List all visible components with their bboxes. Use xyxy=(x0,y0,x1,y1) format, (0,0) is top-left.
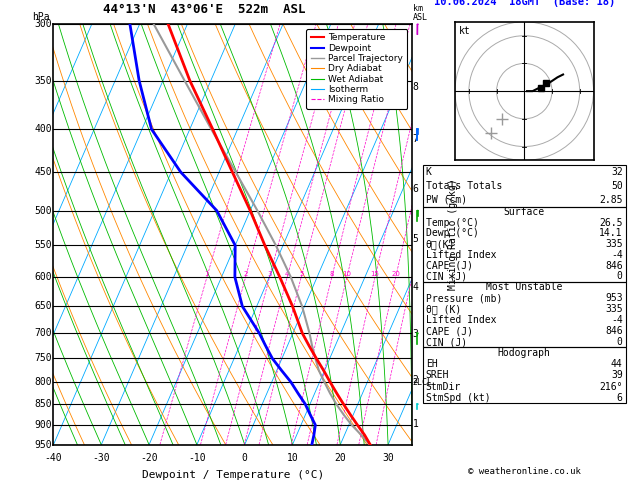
Text: 2.85: 2.85 xyxy=(599,195,623,205)
Text: 44: 44 xyxy=(611,359,623,369)
Text: StmSpd (kt): StmSpd (kt) xyxy=(426,393,491,403)
Text: -40: -40 xyxy=(45,453,62,463)
Text: 10.06.2024  18GMT  (Base: 18): 10.06.2024 18GMT (Base: 18) xyxy=(433,0,615,7)
Text: 2: 2 xyxy=(413,375,418,385)
Text: 335: 335 xyxy=(605,239,623,249)
Text: CAPE (J): CAPE (J) xyxy=(426,326,473,336)
Text: 8: 8 xyxy=(413,82,418,92)
Text: CAPE (J): CAPE (J) xyxy=(426,260,473,271)
Text: 950: 950 xyxy=(34,440,52,450)
Text: K: K xyxy=(426,167,431,177)
Text: 2: 2 xyxy=(243,271,248,277)
Text: 800: 800 xyxy=(34,377,52,387)
Text: StmDir: StmDir xyxy=(426,382,461,392)
Text: PW (cm): PW (cm) xyxy=(426,195,467,205)
Text: 6: 6 xyxy=(413,184,418,194)
Text: 10: 10 xyxy=(342,271,352,277)
Text: 4: 4 xyxy=(285,271,289,277)
Text: 26.5: 26.5 xyxy=(599,218,623,228)
Text: CIN (J): CIN (J) xyxy=(426,272,467,281)
Text: Most Unstable: Most Unstable xyxy=(486,282,562,293)
Text: 300: 300 xyxy=(34,19,52,29)
Text: 0: 0 xyxy=(617,272,623,281)
Text: -4: -4 xyxy=(611,315,623,325)
Text: 500: 500 xyxy=(34,206,52,216)
Text: 846: 846 xyxy=(605,260,623,271)
Text: 15: 15 xyxy=(370,271,379,277)
Text: Temp (°C): Temp (°C) xyxy=(426,218,479,228)
Text: Totals Totals: Totals Totals xyxy=(426,181,502,191)
Text: 32: 32 xyxy=(611,167,623,177)
Text: 6: 6 xyxy=(617,393,623,403)
Text: 39: 39 xyxy=(611,370,623,381)
Text: 650: 650 xyxy=(34,301,52,312)
Text: SREH: SREH xyxy=(426,370,449,381)
Text: 20: 20 xyxy=(391,271,400,277)
Text: 4: 4 xyxy=(413,282,418,292)
Text: -4: -4 xyxy=(611,250,623,260)
Text: 400: 400 xyxy=(34,124,52,134)
Text: 335: 335 xyxy=(605,304,623,314)
Text: -20: -20 xyxy=(140,453,158,463)
Text: 850: 850 xyxy=(34,399,52,409)
Text: θᴁ (K): θᴁ (K) xyxy=(426,304,461,314)
Text: 1: 1 xyxy=(413,419,418,430)
Text: km
ASL: km ASL xyxy=(413,4,428,22)
Text: -10: -10 xyxy=(188,453,206,463)
Text: 750: 750 xyxy=(34,353,52,364)
Text: 10: 10 xyxy=(287,453,298,463)
Text: CIN (J): CIN (J) xyxy=(426,337,467,347)
Text: Pressure (mb): Pressure (mb) xyxy=(426,293,502,303)
Text: 700: 700 xyxy=(34,329,52,338)
Text: EH: EH xyxy=(426,359,438,369)
Text: 600: 600 xyxy=(34,272,52,282)
Text: Dewp (°C): Dewp (°C) xyxy=(426,228,479,239)
Text: 1: 1 xyxy=(204,271,209,277)
Text: 7: 7 xyxy=(413,134,418,144)
Text: hPa: hPa xyxy=(32,12,50,22)
Text: Mixing Ratio (g/kg): Mixing Ratio (g/kg) xyxy=(448,179,458,290)
Text: 0: 0 xyxy=(617,337,623,347)
Text: 5: 5 xyxy=(413,234,418,244)
Text: Surface: Surface xyxy=(504,207,545,217)
Text: Dewpoint / Temperature (°C): Dewpoint / Temperature (°C) xyxy=(142,470,324,480)
Text: 20: 20 xyxy=(335,453,346,463)
Text: 3: 3 xyxy=(267,271,272,277)
Text: 44°13'N  43°06'E  522m  ASL: 44°13'N 43°06'E 522m ASL xyxy=(103,3,305,16)
Text: 50: 50 xyxy=(611,181,623,191)
Text: 0: 0 xyxy=(242,453,248,463)
Text: 953: 953 xyxy=(605,293,623,303)
Text: 550: 550 xyxy=(34,241,52,250)
Text: 30: 30 xyxy=(382,453,394,463)
Text: © weatheronline.co.uk: © weatheronline.co.uk xyxy=(468,467,581,476)
Text: 350: 350 xyxy=(34,75,52,86)
Text: -30: -30 xyxy=(92,453,110,463)
Text: Lifted Index: Lifted Index xyxy=(426,250,496,260)
Legend: Temperature, Dewpoint, Parcel Trajectory, Dry Adiabat, Wet Adiabat, Isotherm, Mi: Temperature, Dewpoint, Parcel Trajectory… xyxy=(306,29,408,109)
Text: 846: 846 xyxy=(605,326,623,336)
Text: 5: 5 xyxy=(299,271,303,277)
Text: 14.1: 14.1 xyxy=(599,228,623,239)
Text: 3: 3 xyxy=(413,329,418,339)
Text: 450: 450 xyxy=(34,167,52,177)
Text: kt: kt xyxy=(459,26,471,36)
Text: 8: 8 xyxy=(330,271,334,277)
Text: Lifted Index: Lifted Index xyxy=(426,315,496,325)
Text: 900: 900 xyxy=(34,420,52,430)
Text: 2LCL: 2LCL xyxy=(413,378,433,386)
Text: Hodograph: Hodograph xyxy=(498,348,551,358)
Text: 216°: 216° xyxy=(599,382,623,392)
Text: θᴁ(K): θᴁ(K) xyxy=(426,239,455,249)
